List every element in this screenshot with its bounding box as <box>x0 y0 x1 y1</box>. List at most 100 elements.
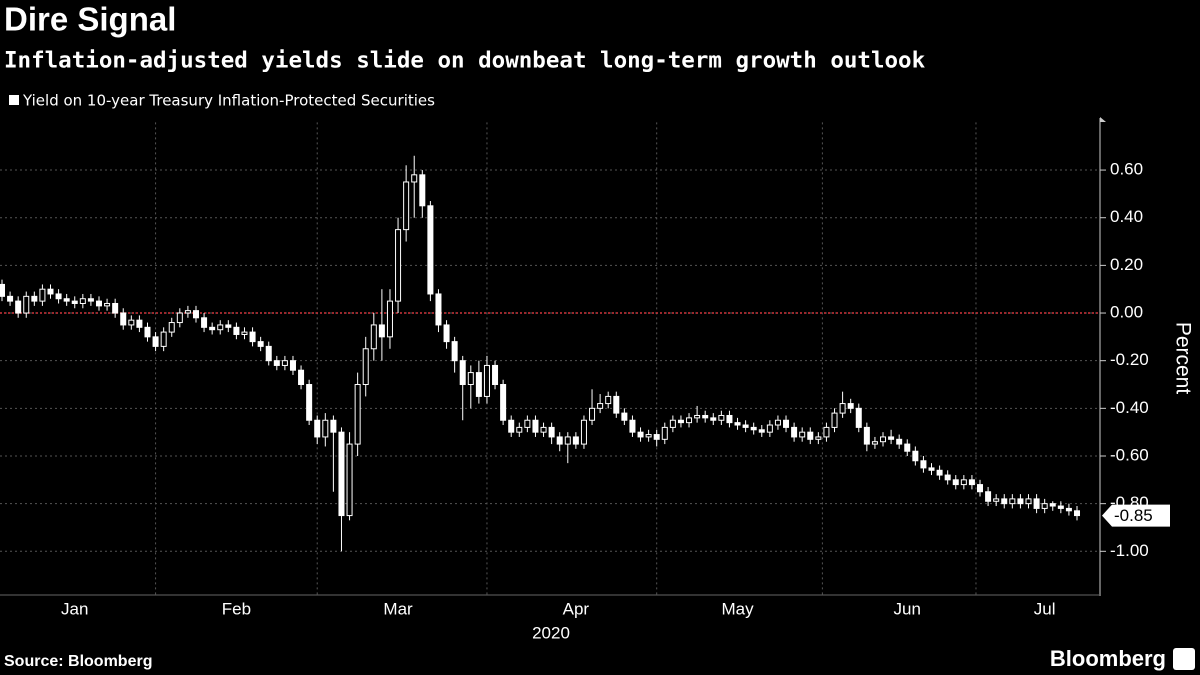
candle-body <box>694 414 701 419</box>
candle-body <box>192 310 199 319</box>
x-tick-label: Jan <box>61 599 88 618</box>
candle-body <box>411 174 418 183</box>
candle-body <box>257 341 264 347</box>
candle-body <box>1025 498 1032 505</box>
candle-body <box>306 384 313 421</box>
candle-body <box>289 360 296 371</box>
candle-body <box>540 426 547 433</box>
candle-body <box>184 310 191 314</box>
labels: 0.600.400.200.00-0.20-0.40-0.60-0.80-1.0… <box>61 160 1170 618</box>
candle-body <box>702 414 709 419</box>
candle-body <box>847 403 854 409</box>
candle-body <box>766 424 773 433</box>
y-tick-label: 0.60 <box>1110 160 1143 179</box>
candle-body <box>451 341 458 362</box>
x-tick-label: Feb <box>222 599 251 618</box>
candle-body <box>726 414 733 424</box>
candle-body <box>322 419 329 438</box>
candle-body <box>298 369 305 386</box>
candle-body <box>823 426 830 438</box>
candle-body <box>839 403 846 414</box>
x-tick-label: May <box>721 599 754 618</box>
legend-swatch <box>9 95 19 105</box>
candle-body <box>863 426 870 445</box>
candle-body <box>233 326 240 335</box>
x-tick-label: Jul <box>1034 599 1056 618</box>
candle-body <box>378 324 385 338</box>
x-axis-year: 2020 <box>532 623 570 642</box>
candle-body <box>427 205 434 295</box>
candle-body <box>475 372 482 397</box>
candle-body <box>912 450 919 462</box>
candle-body <box>55 293 62 300</box>
candle-body <box>524 419 531 428</box>
candle-body <box>993 498 1000 502</box>
candle-body <box>564 436 571 445</box>
candle-body <box>904 443 911 452</box>
candle-body <box>580 419 587 445</box>
candle-body <box>71 300 78 304</box>
candle-body <box>346 443 353 517</box>
candle-body <box>589 407 596 421</box>
candle-body <box>718 414 725 421</box>
logo: Bloomberg <box>1050 646 1166 671</box>
legend-label: Yield on 10-year Treasury Inflation-Prot… <box>22 92 435 110</box>
candle-body <box>508 419 515 433</box>
candle-body <box>95 300 102 307</box>
candle-body <box>791 426 798 438</box>
grid <box>0 122 1106 596</box>
candle-body <box>443 324 450 343</box>
candle-body <box>7 295 14 302</box>
y-tick-label: 0.40 <box>1110 207 1143 226</box>
candle-body <box>783 419 790 428</box>
chart-subtitle: Inflation-adjusted yields slide on downb… <box>4 48 926 74</box>
last-value-tag <box>1102 504 1170 527</box>
candle-body <box>597 403 604 409</box>
candle-body <box>1065 507 1072 512</box>
candle-body <box>960 479 967 486</box>
candle-body <box>977 484 984 493</box>
candle-body <box>273 360 280 366</box>
candle-body <box>1001 498 1008 505</box>
candle-body <box>968 479 975 486</box>
candle-body <box>176 312 183 324</box>
candle-body <box>265 345 272 362</box>
candle-body <box>669 419 676 428</box>
candle-body <box>249 331 256 343</box>
candle-body <box>815 436 822 440</box>
candle-body <box>1073 510 1081 517</box>
candle-body <box>112 302 119 314</box>
candle-body <box>661 426 668 440</box>
candle-body <box>807 431 814 440</box>
candle-body <box>880 436 887 443</box>
candle-body <box>386 300 393 338</box>
candle-body <box>896 438 903 445</box>
candle-body <box>160 331 167 347</box>
y-tick-label: -1.00 <box>1110 541 1149 560</box>
candle-body <box>31 295 38 302</box>
candle-body <box>120 312 127 326</box>
candle-body <box>87 298 94 302</box>
candle-body <box>354 384 361 445</box>
candle-body <box>936 469 943 476</box>
candle-body <box>855 407 862 428</box>
candle-body <box>621 412 628 421</box>
x-tick-label: Apr <box>563 599 590 618</box>
candle-body <box>467 372 474 386</box>
candle-body <box>152 336 159 347</box>
candle-body <box>201 317 208 328</box>
candle-body <box>136 319 143 328</box>
candle-body <box>920 460 927 469</box>
candle-body <box>605 395 612 405</box>
candle-body <box>144 326 151 338</box>
candle-body <box>1009 498 1016 505</box>
candle-body <box>758 429 765 433</box>
candle-body <box>370 324 377 350</box>
y-tick-label: 0.20 <box>1110 255 1143 274</box>
candle-body <box>39 288 46 302</box>
x-tick-label: Mar <box>383 599 413 618</box>
candle-body <box>653 434 660 440</box>
y-tick-label: -0.40 <box>1110 398 1149 417</box>
logo-icon <box>1173 648 1195 670</box>
